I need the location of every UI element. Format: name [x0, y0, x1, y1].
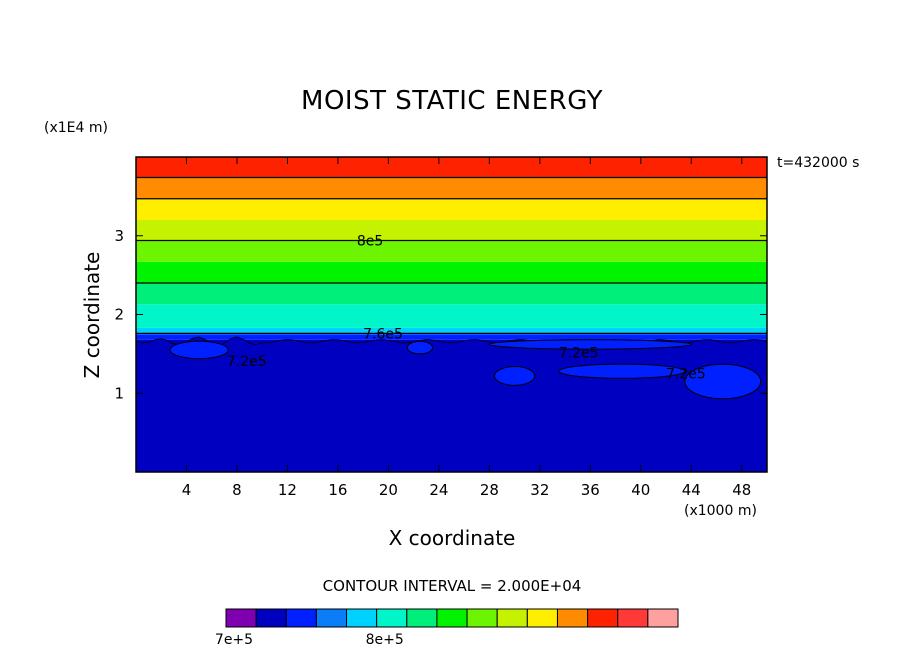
- colorbar-cell-14: [647, 608, 679, 628]
- contour-label-0: 7.6e5: [363, 326, 403, 342]
- y-tick-label-0: 1: [114, 384, 124, 402]
- band-8: [136, 198, 767, 220]
- colorbar-cell-2: [285, 608, 317, 628]
- colorbar-cell-5: [376, 608, 408, 628]
- band-2: [136, 327, 767, 335]
- x-tick-label-0: 4: [182, 481, 192, 499]
- blob-0: [169, 340, 229, 360]
- colorbar-cell-11: [556, 608, 589, 628]
- time-label: t=432000 s: [777, 155, 860, 171]
- band-7: [136, 220, 767, 241]
- colorbar-cell-6: [406, 608, 438, 628]
- band-6: [136, 240, 767, 262]
- blob-1: [406, 340, 434, 355]
- band-9: [136, 177, 767, 199]
- colorbar-label-0: 7e+5: [215, 632, 253, 648]
- contour-label-2: 8e5: [357, 233, 383, 249]
- x-tick-label-6: 28: [480, 481, 499, 499]
- inline-label-0: 7.2e5: [227, 354, 267, 370]
- x-axis-label: X coordinate: [388, 526, 516, 550]
- x-tick-label-2: 12: [278, 481, 297, 499]
- inline-label-2: 7.2e5: [666, 367, 706, 383]
- colorbar-cell-10: [526, 608, 558, 628]
- band-10: [136, 157, 767, 178]
- z-axis-unit: (x1E4 m): [44, 120, 108, 136]
- band-4: [136, 283, 767, 305]
- y-tick-label-1: 2: [114, 306, 124, 324]
- colorbar-cell-13: [617, 608, 649, 628]
- band-1: [136, 334, 767, 340]
- band-5: [136, 261, 767, 283]
- x-axis-unit: (x1000 m): [684, 503, 757, 519]
- x-tick-label-10: 44: [682, 481, 701, 499]
- band-3: [136, 304, 767, 328]
- blob-3: [558, 363, 686, 379]
- contour-interval-label: CONTOUR INTERVAL = 2.000E+04: [322, 577, 582, 595]
- colorbar-cell-7: [436, 608, 468, 628]
- x-tick-label-11: 48: [732, 481, 751, 499]
- x-tick-label-9: 40: [631, 481, 650, 499]
- blob-5: [488, 339, 692, 350]
- colorbar-cell-3: [315, 608, 348, 628]
- colorbar-cell-9: [496, 608, 528, 628]
- x-tick-label-4: 20: [379, 481, 398, 499]
- colorbar-cell-12: [587, 608, 619, 628]
- blob-4: [684, 363, 762, 400]
- x-tick-label-3: 16: [328, 481, 347, 499]
- colorbar-cell-4: [346, 608, 378, 628]
- x-tick-label-8: 36: [581, 481, 600, 499]
- x-tick-label-5: 24: [429, 481, 448, 499]
- chart-title: MOIST STATIC ENERGY: [301, 86, 603, 116]
- y-tick-label-2: 3: [114, 227, 124, 245]
- inline-label-1: 7.2e5: [559, 345, 599, 361]
- colorbar-cell-8: [466, 608, 498, 628]
- x-tick-label-1: 8: [232, 481, 242, 499]
- colorbar-label-1: 8e+5: [366, 632, 404, 648]
- colorbar-cell-1: [255, 608, 287, 628]
- x-tick-label-7: 32: [530, 481, 549, 499]
- colorbar-cell-0: [225, 608, 257, 628]
- blob-2: [493, 365, 536, 386]
